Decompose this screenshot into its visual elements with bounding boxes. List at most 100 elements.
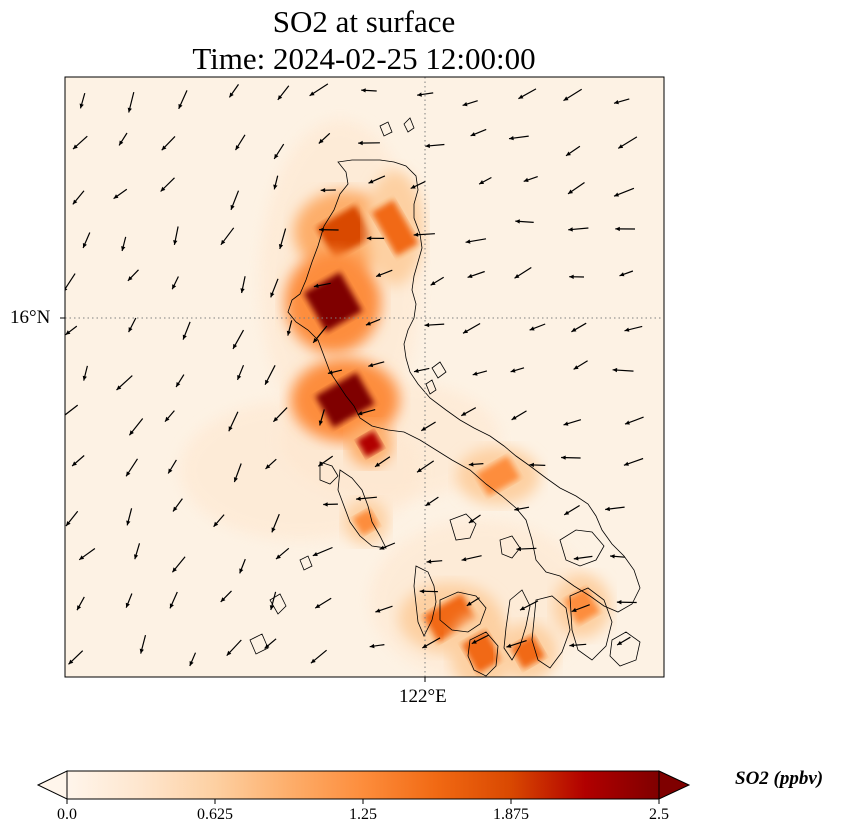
wind-arrow-head (77, 605, 82, 611)
wind-arrow-head (617, 640, 623, 645)
wind-arrow-head (127, 107, 132, 113)
wind-arrow-head (229, 92, 234, 98)
wind-arrow-head (529, 326, 535, 331)
wind-arrow-head (467, 273, 473, 278)
colorbar-tick-1: 0.625 (197, 806, 233, 823)
wind-arrow-head (614, 100, 619, 105)
wind-arrow-head (160, 186, 166, 192)
wind-arrow-head (73, 144, 78, 150)
wind-arrow-head (273, 184, 278, 190)
wind-arrow-head (126, 520, 131, 526)
wind-arrow-head (82, 375, 87, 381)
wind-arrow-head (605, 506, 610, 512)
wind-arrow-head (375, 608, 381, 613)
wind-arrow-head (425, 501, 431, 506)
wind-arrow-head (569, 274, 574, 279)
wind-arrow-head (506, 643, 512, 648)
wind-arrow-head (529, 462, 534, 468)
wind-arrow-head (213, 521, 219, 527)
wind-arrow-head (269, 605, 274, 610)
wind-arrow-head (571, 607, 577, 612)
wind-arrow-head (523, 177, 529, 182)
wind-arrow-head (72, 461, 77, 466)
wind-arrow-head (265, 464, 271, 469)
wind-arrow-head (375, 462, 380, 467)
wind-arrow-head (619, 272, 625, 277)
so2-hotspot-2 (371, 199, 419, 257)
wind-arrow-head (313, 283, 319, 288)
colorbar-tick-3: 1.875 (493, 806, 529, 823)
wind-arrow-head (518, 94, 524, 99)
wind-arrow-head (79, 555, 85, 560)
wind-arrow-head (278, 244, 284, 249)
wind-arrow-head (563, 96, 569, 101)
wind-arrow-head (323, 502, 328, 507)
wind-arrow-head (623, 461, 629, 466)
wind-arrow-head (72, 199, 78, 205)
wind-arrow-head (461, 411, 467, 416)
wind-arrow-head (315, 603, 321, 609)
colorbar-label: SO2 (ppbv) (735, 768, 824, 789)
wind-arrow-head (165, 416, 170, 422)
wind-arrow-head (220, 239, 226, 245)
wind-arrow-head (417, 468, 422, 473)
wind-arrow-head (566, 151, 571, 156)
wind-arrow-head (368, 363, 374, 368)
wind-arrow-head (230, 204, 235, 210)
wind-arrow-head (65, 287, 68, 291)
wind-arrow-head (127, 276, 133, 281)
wind-arrow-head (312, 552, 318, 556)
wind-arrow-head (461, 557, 467, 562)
wind-arrow-head (515, 219, 520, 224)
wind-arrow-head (264, 644, 270, 649)
wind-arrow-head (119, 140, 124, 146)
wind-arrow-head (514, 274, 520, 279)
wind-arrow-head (463, 329, 468, 334)
wind-arrow-head (573, 556, 579, 561)
wind-arrow-head (616, 600, 622, 605)
wind-arrow-head (568, 189, 573, 194)
map-subtitle-time: Time: 2024-02-25 12:00:00 (192, 41, 536, 76)
wind-arrow-head (366, 236, 372, 241)
wind-arrow-head (276, 554, 281, 560)
wind-arrow-head (239, 568, 244, 574)
wind-arrow-head (510, 368, 516, 373)
wind-arrow-head (139, 648, 144, 654)
wind-arrow-head (233, 343, 238, 349)
wind-arrow-head (173, 506, 178, 512)
wind-arrow-head (564, 510, 570, 515)
wind-arrow-head (368, 179, 374, 184)
colorbar-tick-2: 1.25 (349, 806, 377, 823)
colorbar-extend-min (36, 770, 68, 800)
lon-tick-label: 122°E (399, 686, 447, 707)
wind-arrow-head (571, 327, 577, 332)
wind-arrow-head (425, 143, 430, 148)
wind-arrow-head (430, 281, 436, 286)
so2-hotspot-6 (352, 508, 380, 536)
wind-arrow-head (178, 103, 183, 109)
wind-arrow-head (189, 661, 194, 666)
wind-arrow-head (615, 226, 620, 232)
so2-hotspot-4 (356, 430, 384, 458)
wind-arrow-head (465, 239, 471, 244)
wind-arrow-head (413, 232, 419, 237)
wind-arrow-head (610, 554, 615, 559)
wind-arrow-head (65, 417, 66, 418)
so2-hotspot-3 (315, 372, 375, 428)
wind-arrow-head (471, 639, 477, 644)
wind-arrow-head (121, 246, 126, 251)
wind-arrow-head (176, 382, 181, 387)
wind-arrow-head (125, 602, 130, 608)
colorbar-tick-4: 2.5 (649, 806, 669, 823)
wind-arrow-head (237, 375, 242, 380)
wind-arrow-head (309, 91, 315, 96)
map-title: SO2 at surface (272, 4, 456, 39)
so2-map (60, 76, 665, 682)
map-frame (64, 76, 665, 678)
wind-arrow-head (426, 559, 432, 564)
wind-arrow-head (172, 284, 177, 290)
wind-arrow-head (318, 138, 324, 144)
lat-tick-label: 16°N (10, 307, 51, 328)
wind-arrow-head (414, 368, 419, 373)
wind-arrow-head (66, 521, 71, 526)
